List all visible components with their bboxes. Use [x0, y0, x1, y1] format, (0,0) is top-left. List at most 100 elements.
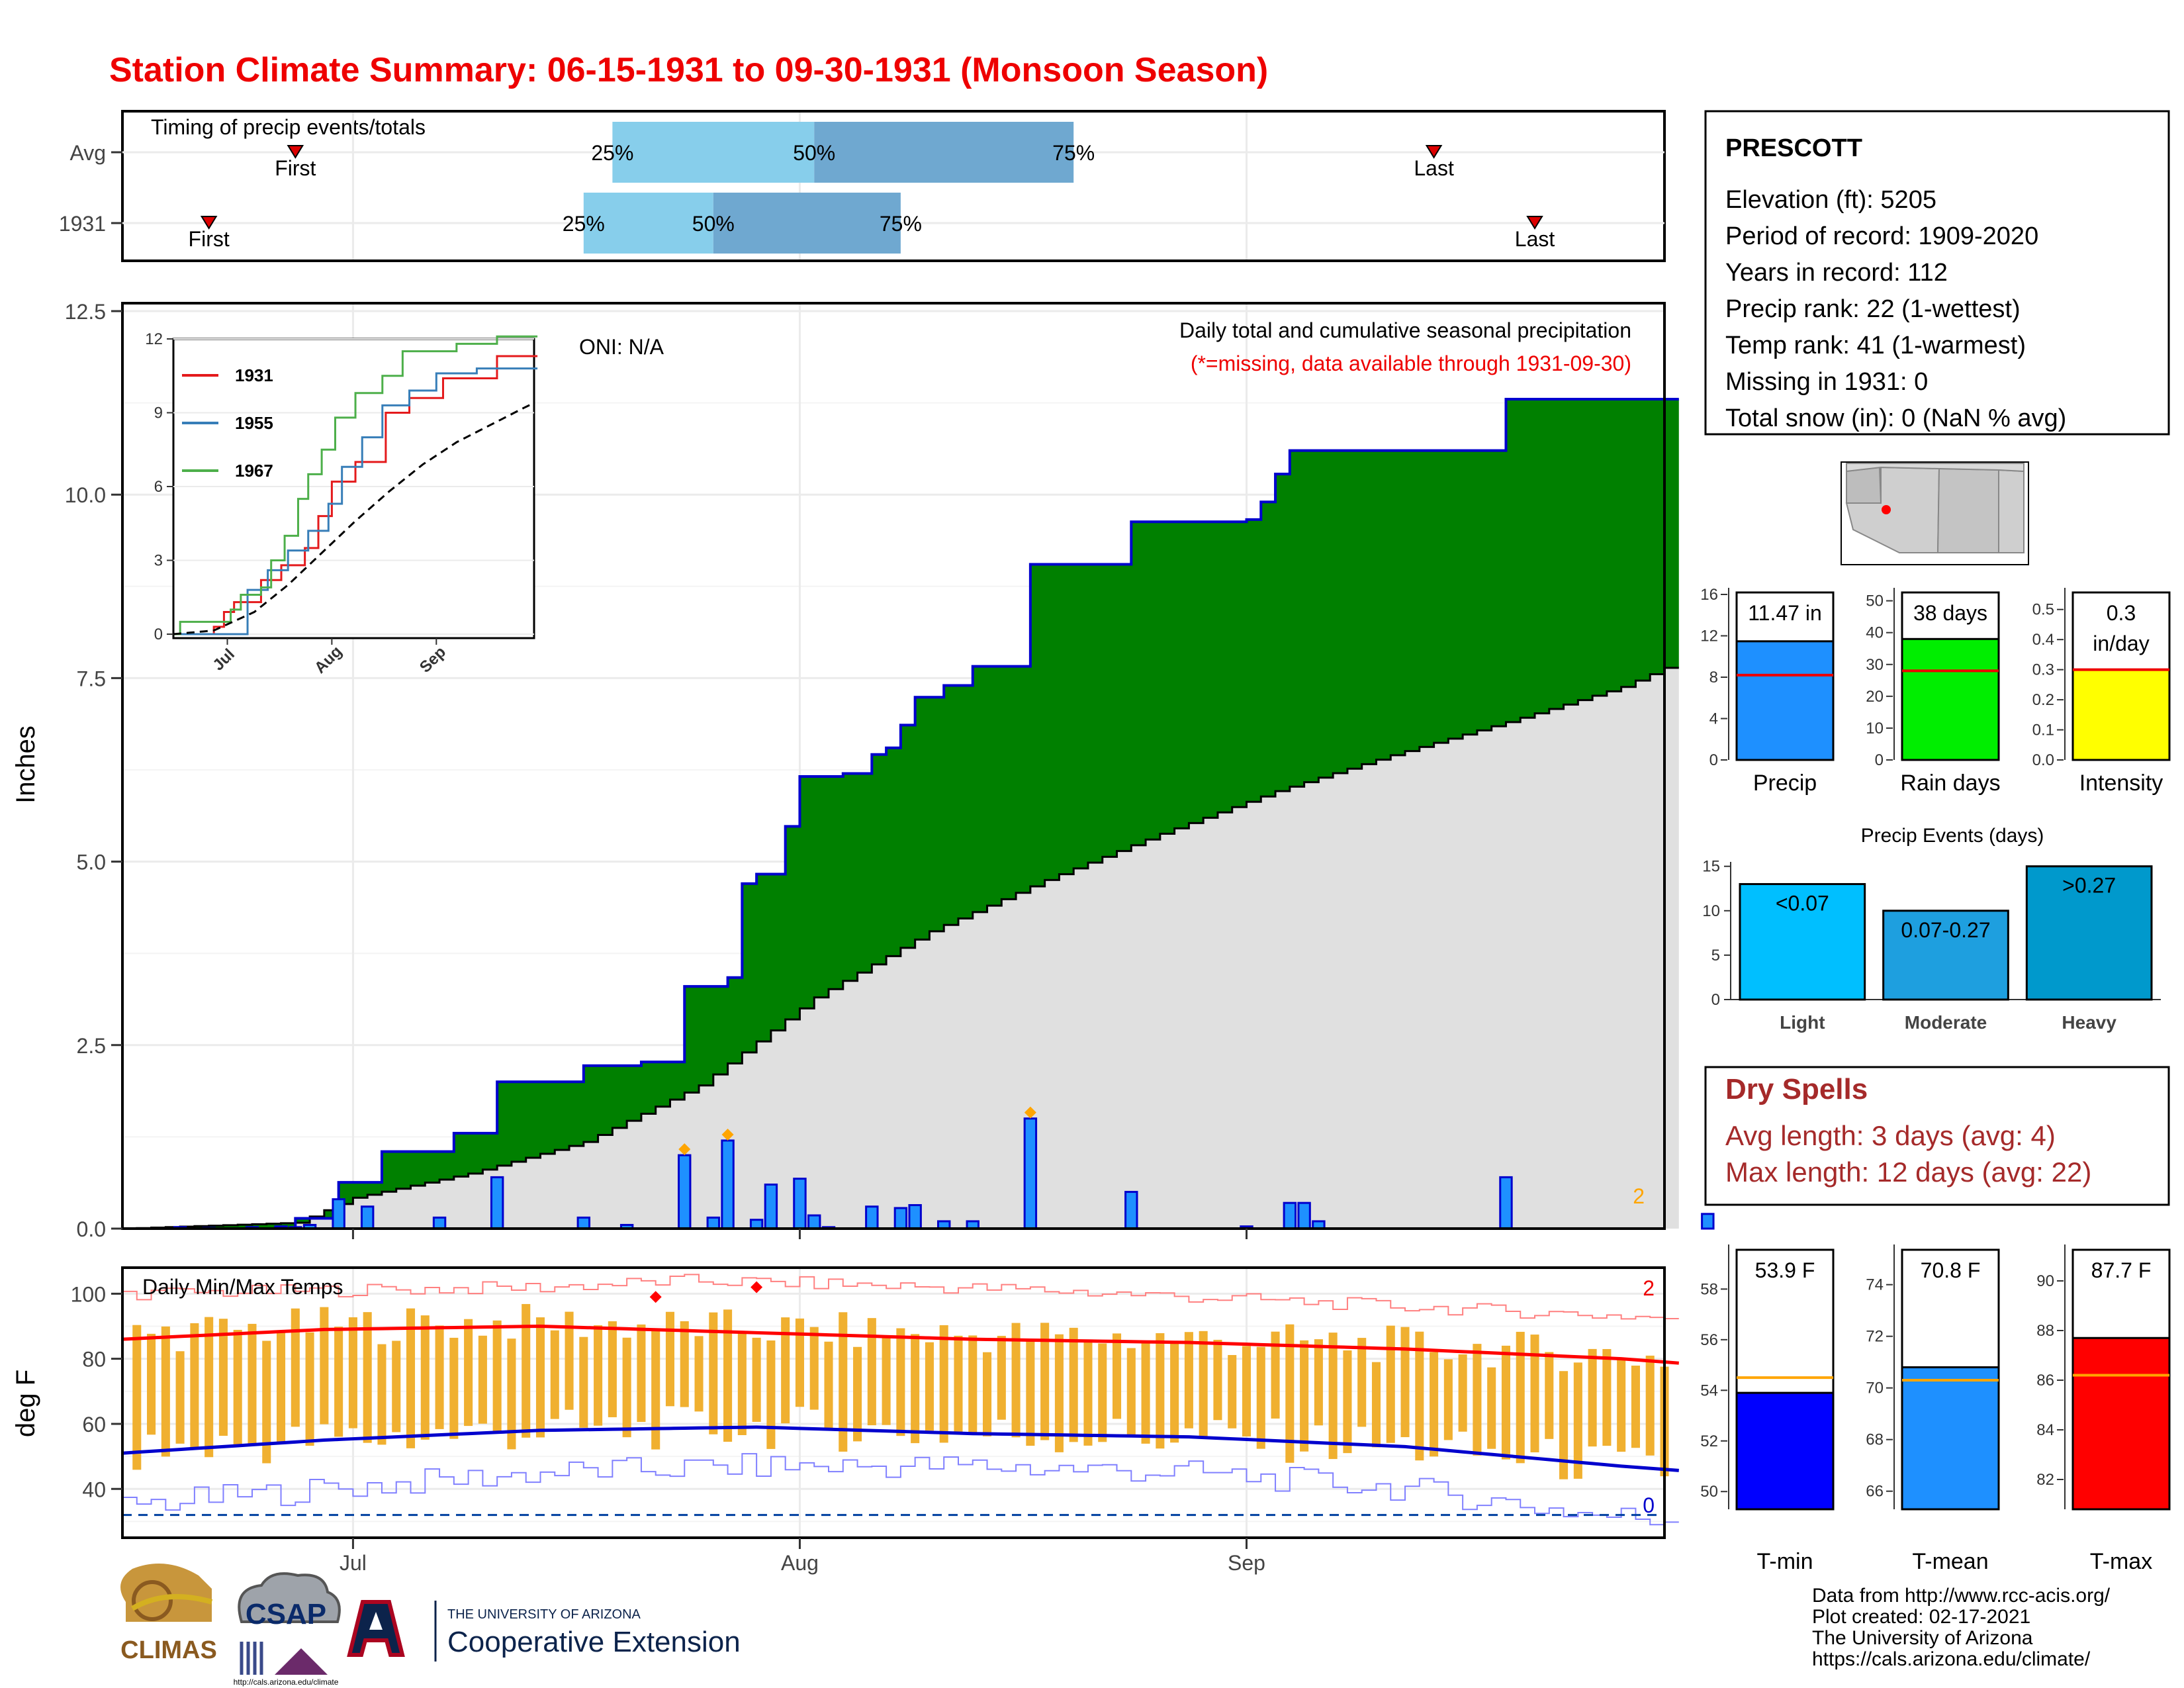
daily-precip-bar — [1499, 1176, 1513, 1230]
summary-ytick-label: 52 — [1700, 1432, 1718, 1450]
summary-value-label: in/day — [2093, 632, 2149, 655]
timing-p25-label: 25% — [563, 212, 605, 236]
summary-ytick-label: 0.4 — [2032, 631, 2054, 649]
daily-temp-range-bar — [147, 1333, 156, 1435]
inset-ytick-label: 0 — [154, 626, 163, 643]
precip-panel: 0.0 2.5 5.0 7.5 10.0 12.5 ONI: N/A Daily tota… — [11, 300, 1715, 1241]
summary-ytick-label: 12 — [1700, 628, 1718, 645]
daily-temp-range-bar — [1443, 1359, 1453, 1440]
state-map — [1841, 461, 2029, 565]
precip-subheader: (*=missing, data available through 1931-… — [1191, 352, 1631, 375]
inset-frame — [172, 338, 535, 639]
summary-ytick-label: 90 — [2036, 1272, 2054, 1290]
daily-temp-range-bar — [449, 1337, 459, 1439]
summary-ytick-label: 0.3 — [2032, 661, 2054, 679]
daily-precip-bar — [1023, 1117, 1038, 1230]
daily-precip-bar — [893, 1207, 908, 1230]
precip-ylabel: Inches — [11, 726, 40, 804]
daily-precip-bar — [678, 1154, 692, 1230]
cumulative-1931-line — [122, 398, 1679, 1230]
inset-series-line — [173, 335, 538, 635]
daily-temp-range-bar — [1371, 1362, 1381, 1448]
daily-temp-range-bar — [997, 1336, 1006, 1420]
inset-series-line — [173, 367, 538, 635]
summary-value-bar — [1735, 1391, 1835, 1511]
daily-precip-bar — [576, 1216, 591, 1230]
temp-title: Daily Min/Max Temps — [142, 1275, 343, 1299]
summary-value-bar — [1735, 640, 1835, 761]
daily-temp-range-bar — [132, 1325, 142, 1470]
daily-precip-bar — [908, 1204, 922, 1230]
summary-ytick-label: 0.0 — [2032, 751, 2054, 769]
events-bar-label: <0.07 — [1776, 892, 1829, 915]
summary-ytick-label: 0.2 — [2032, 691, 2054, 709]
summary-category-label: T-min — [1757, 1549, 1813, 1574]
daily-temp-range-bar — [1011, 1323, 1021, 1438]
daily-precip-bar — [1701, 1213, 1715, 1230]
precip-ytick-label: 5.0 — [77, 851, 106, 874]
summary-ytick-label: 66 — [1866, 1483, 1884, 1501]
summary-ytick-label: 10 — [1866, 720, 1884, 737]
events-ytick-label: 10 — [1702, 902, 1720, 920]
summary-value-bar — [1901, 1366, 2000, 1511]
station-frame — [1704, 110, 2170, 436]
daily-temp-range-bar — [1487, 1367, 1496, 1449]
daily-temp-range-bar — [1156, 1333, 1165, 1449]
station-info-line: Period of record: 1909-2020 — [1725, 222, 2038, 250]
daily-temp-range-bar — [1545, 1352, 1554, 1439]
summary-category-label: Precip — [1753, 771, 1817, 796]
record-marker — [1024, 1106, 1036, 1119]
footer-line: Data from http://www.rcc-acis.org/ — [1812, 1585, 2111, 1607]
events-ytick-label: 5 — [1711, 947, 1720, 964]
timing-p25-label: 25% — [591, 141, 633, 165]
footer-line: https://cals.arizona.edu/climate/ — [1812, 1648, 2091, 1670]
daily-precip-bar — [1297, 1201, 1311, 1230]
daily-temp-range-bar — [1026, 1340, 1035, 1446]
figure-title: Station Climate Summary: 06-15-1931 to 0… — [109, 51, 1269, 89]
events-bar-label: 0.07-0.27 — [1901, 918, 1990, 942]
daily-precip-bar — [1124, 1191, 1138, 1230]
summary-ytick-label: 0 — [1709, 751, 1718, 769]
daily-temp-range-bar — [1242, 1346, 1251, 1437]
timing-panel: Timing of precip events/totals Avg 25% 50%… — [59, 110, 1666, 262]
daily-temp-range-bar — [839, 1312, 848, 1452]
summary-value-label: 53.9 F — [1755, 1258, 1815, 1282]
summary-category-label: T-mean — [1912, 1549, 1988, 1574]
daily-temp-range-bar — [983, 1352, 992, 1436]
daily-temp-range-bar — [1473, 1344, 1482, 1456]
daily-temp-range-bar — [1126, 1348, 1136, 1435]
daily-temp-range-bar — [1256, 1346, 1265, 1449]
station-info-line: Precip rank: 22 (1-wettest) — [1725, 295, 2021, 323]
daily-temp-range-bar — [723, 1309, 733, 1442]
daily-temp-range-bar — [1328, 1333, 1338, 1460]
events-category-label: Light — [1780, 1012, 1825, 1033]
daily-precip-bar — [360, 1205, 375, 1230]
daily-temp-range-bar — [277, 1332, 286, 1443]
daily-temp-range-bar — [637, 1324, 646, 1423]
daily-temp-range-bar — [550, 1330, 559, 1419]
summary-bar-chart: 50 52 54 56 58 53.9 F T-min — [1700, 1244, 1835, 1574]
daily-temp-range-bar — [248, 1323, 257, 1445]
daily-temp-range-bar — [939, 1325, 948, 1443]
summary-value-bar — [1901, 637, 2000, 761]
timing-box-50-75 — [814, 122, 1074, 183]
daily-temp-range-bar — [507, 1338, 516, 1450]
record-high-count: 2 — [1643, 1276, 1655, 1300]
summary-bar-chart: 0 4 8 12 16 11.47 in Precip — [1700, 586, 1835, 796]
inset-ytick-label: 6 — [154, 478, 163, 496]
precip-events-chart: Precip Events (days) 0 5 10 15 <0.07 Light 0.0… — [1702, 825, 2161, 1033]
daily-precip-bar — [432, 1216, 447, 1230]
timing-row-label: 1931 — [59, 212, 106, 236]
daily-temp-range-bar — [233, 1329, 242, 1447]
daily-temp-range-bar — [968, 1335, 978, 1434]
inset-legend-label: 1967 — [235, 461, 273, 481]
last-event-marker — [1425, 145, 1443, 159]
summary-value-label: 38 days — [1913, 601, 1987, 625]
temp-frame — [121, 1266, 1666, 1539]
daily-precip-bar — [807, 1214, 821, 1230]
daily-temp-range-bar — [1170, 1342, 1179, 1443]
summary-value-label: 87.7 F — [2091, 1258, 2152, 1282]
summary-ytick-label: 88 — [2036, 1322, 2054, 1340]
avg-max-line — [122, 1324, 1679, 1365]
